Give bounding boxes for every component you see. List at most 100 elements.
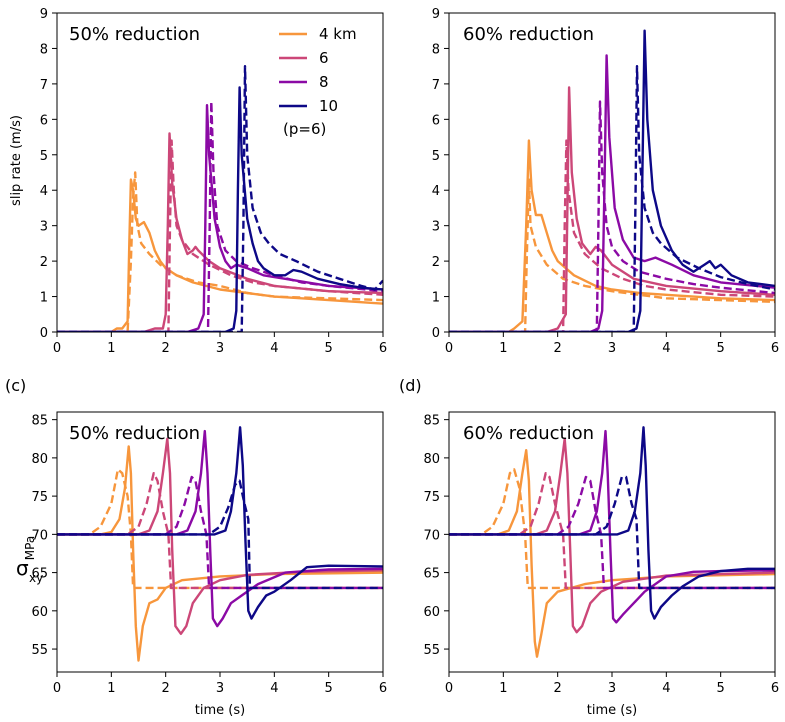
- y-tick-label: 85: [31, 414, 48, 429]
- x-tick-label: 6: [771, 341, 779, 356]
- y-tick-label: 5: [432, 149, 440, 164]
- series-line-4-km-dashed: [57, 468, 383, 590]
- series-line-4-km-dashed: [57, 171, 383, 332]
- panel-label: (d): [399, 376, 422, 395]
- x-tick-label: 3: [216, 681, 224, 696]
- x-tick-label: 6: [379, 341, 387, 356]
- y-tick-label: 9: [40, 7, 48, 22]
- x-tick-label: 0: [53, 681, 61, 696]
- y-tick-label: 55: [423, 643, 440, 658]
- x-tick-label: 2: [162, 681, 170, 696]
- y-tick-label: 60: [423, 605, 440, 620]
- x-tick-label: 0: [445, 341, 453, 356]
- y-tick-label: 85: [423, 414, 440, 429]
- x-tick-label: 0: [53, 341, 61, 356]
- x-axis-label: time (s): [195, 703, 245, 718]
- x-tick-label: 2: [554, 681, 562, 696]
- y-tick-label: 6: [40, 113, 48, 128]
- series-line-4-km-solid: [57, 178, 383, 332]
- panel-a: 0 1 2 3 4 5 6 0 1 2 3 4 5 6 7 8 9 50% reduction slip rate …: [9, 7, 387, 356]
- series-line-10-km-dashed: [449, 475, 775, 590]
- y-tick-label: 8: [432, 42, 440, 57]
- legend-label: 8: [319, 73, 329, 91]
- y-axis-label-sigma: σ: [16, 556, 29, 580]
- series-line-10-km-solid: [57, 86, 383, 332]
- panel-b: 0 1 2 3 4 5 6 0 1 2 3 4 5 6 7 8 9 60% reduction: [432, 7, 779, 356]
- series-line-10-km-solid: [449, 426, 775, 620]
- series-line-10-km-dashed: [449, 65, 775, 332]
- y-tick-label: 55: [31, 643, 48, 658]
- y-tick-label: 8: [40, 42, 48, 57]
- y-tick-label: 7: [432, 78, 440, 93]
- series-line-6-km-solid: [449, 86, 775, 332]
- x-tick-label: 6: [379, 681, 387, 696]
- series-line-10-km-solid: [57, 426, 383, 620]
- series-line-10-km-dashed: [57, 479, 383, 590]
- series-line-8-km-dashed: [449, 475, 775, 590]
- y-tick-label: 4: [432, 184, 440, 199]
- x-tick-label: 2: [554, 341, 562, 356]
- series-group: [449, 426, 775, 658]
- x-tick-label: 6: [771, 681, 779, 696]
- y-tick-label: 1: [40, 291, 48, 306]
- panel-c: 0 1 2 3 4 5 6 55 60 65 70 75 80 85 50% reduction (c) tim…: [5, 376, 387, 718]
- series-line-8-km-dashed: [57, 475, 383, 590]
- series-line-8-km-dashed: [57, 100, 383, 332]
- y-tick-label: 9: [432, 7, 440, 22]
- series-line-8-km-dashed: [449, 100, 775, 332]
- y-tick-label: 70: [423, 528, 440, 543]
- series-line-8-km-solid: [449, 54, 775, 332]
- y-tick-label: 4: [40, 184, 48, 199]
- x-tick-label: 5: [717, 681, 725, 696]
- axes-frame: [56, 12, 384, 333]
- y-axis-label: slip rate (m/s): [9, 115, 24, 206]
- panel-d: 0 1 2 3 4 5 6 55 60 65 70 75 80 85 60% reduction (d) tim…: [399, 376, 779, 718]
- y-tick-label: 6: [432, 113, 440, 128]
- x-tick-label: 4: [270, 681, 278, 696]
- y-tick-label: 75: [423, 490, 440, 505]
- x-tick-label: 5: [325, 681, 333, 696]
- series-line-4-km-dashed: [449, 178, 775, 332]
- series-line-10-km-dashed: [57, 65, 383, 332]
- x-tick-label: 0: [445, 681, 453, 696]
- series-line-4-km-solid: [57, 445, 383, 662]
- series-line-10-km-solid: [449, 29, 775, 332]
- y-tick-label: 65: [423, 567, 440, 582]
- y-tick-label: 80: [31, 452, 48, 467]
- legend: 4 km 6 8 10 (p=6): [279, 25, 357, 138]
- x-tick-label: 4: [662, 681, 670, 696]
- panel-label: (c): [5, 376, 26, 395]
- series-line-6-km-dashed: [449, 472, 775, 590]
- series-line-8-km-solid: [449, 429, 775, 624]
- series-line-8-km-solid: [57, 429, 383, 628]
- legend-label: 4 km: [319, 25, 357, 43]
- y-axis-label-subscript: xy: [29, 571, 43, 585]
- legend-label: 6: [319, 49, 329, 67]
- y-tick-label: 1: [432, 291, 440, 306]
- y-tick-label: 70: [31, 528, 48, 543]
- y-tick-label: 75: [31, 490, 48, 505]
- panel-title: 50% reduction: [69, 24, 200, 45]
- y-tick-label: 0: [432, 326, 440, 341]
- panel-title: 60% reduction: [463, 24, 594, 45]
- series-line-4-km-dashed: [449, 468, 775, 590]
- x-tick-label: 5: [717, 341, 725, 356]
- y-tick-label: 2: [432, 255, 440, 270]
- x-tick-label: 3: [608, 681, 616, 696]
- series-line-4-km-solid: [449, 449, 775, 658]
- series-line-8-km-solid: [57, 104, 383, 332]
- series-line-6-km-dashed: [449, 139, 775, 332]
- y-tick-label: 80: [423, 452, 440, 467]
- series-line-4-km-solid: [449, 139, 775, 332]
- x-tick-label: 1: [107, 341, 115, 356]
- x-tick-label: 4: [662, 341, 670, 356]
- x-tick-label: 3: [216, 341, 224, 356]
- series-line-6-km-solid: [57, 132, 383, 332]
- axes-frame: [56, 411, 384, 673]
- y-tick-label: 60: [31, 605, 48, 620]
- y-tick-label: 5: [40, 149, 48, 164]
- x-axis-label: time (s): [587, 703, 637, 718]
- legend-note: (p=6): [283, 120, 326, 138]
- y-tick-label: 7: [40, 78, 48, 93]
